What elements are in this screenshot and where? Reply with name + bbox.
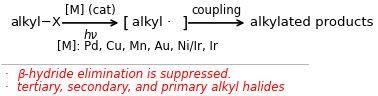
Text: alkyl ·: alkyl · [132,16,171,29]
Text: alkyl−X: alkyl−X [11,16,62,29]
Text: coupling: coupling [191,4,242,17]
Text: hν: hν [84,29,98,42]
Text: [: [ [123,15,129,30]
Text: ·: · [5,81,8,94]
Text: alkylated products: alkylated products [250,16,374,29]
Text: ·: · [5,68,8,81]
Text: tertiary, secondary, and primary alkyl halides: tertiary, secondary, and primary alkyl h… [17,81,284,94]
Text: [M] (cat): [M] (cat) [65,4,116,17]
Text: [M]: Pd, Cu, Mn, Au, Ni/Ir, Ir: [M]: Pd, Cu, Mn, Au, Ni/Ir, Ir [57,40,218,53]
Text: ]: ] [181,15,187,30]
Text: β-hydride elimination is suppressed.: β-hydride elimination is suppressed. [17,68,231,81]
